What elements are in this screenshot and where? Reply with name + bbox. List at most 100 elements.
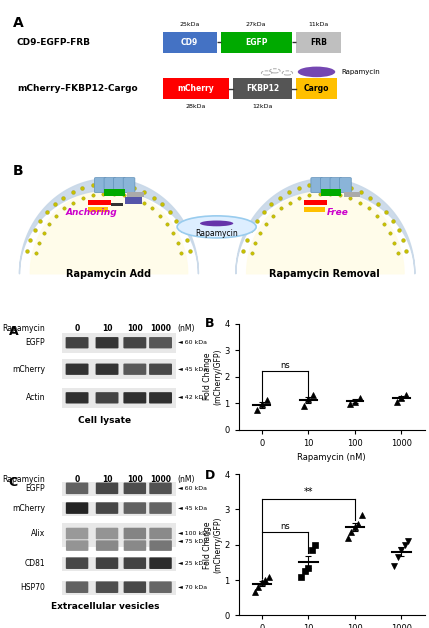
Text: FKBP12: FKBP12 xyxy=(246,84,279,94)
Text: B: B xyxy=(13,165,23,178)
FancyBboxPatch shape xyxy=(104,178,116,193)
FancyBboxPatch shape xyxy=(96,392,118,404)
FancyBboxPatch shape xyxy=(66,558,88,569)
Text: 1000: 1000 xyxy=(150,475,171,484)
Text: HSP70: HSP70 xyxy=(20,583,45,592)
Text: mCherry: mCherry xyxy=(12,365,45,374)
FancyBboxPatch shape xyxy=(124,337,146,349)
Text: 11kDa: 11kDa xyxy=(308,23,329,28)
FancyBboxPatch shape xyxy=(149,540,172,551)
Text: Rapamycin: Rapamycin xyxy=(341,69,380,75)
FancyBboxPatch shape xyxy=(66,392,88,404)
Text: CD81: CD81 xyxy=(24,559,45,568)
FancyBboxPatch shape xyxy=(96,528,118,539)
Text: 10: 10 xyxy=(102,325,112,333)
FancyBboxPatch shape xyxy=(149,582,172,593)
FancyBboxPatch shape xyxy=(66,502,88,514)
FancyBboxPatch shape xyxy=(233,78,292,99)
FancyBboxPatch shape xyxy=(124,502,146,514)
FancyBboxPatch shape xyxy=(62,482,175,496)
Text: 25kDa: 25kDa xyxy=(179,23,200,28)
Text: mCherry–FKBP12-Cargo: mCherry–FKBP12-Cargo xyxy=(17,84,138,94)
FancyBboxPatch shape xyxy=(96,482,118,494)
FancyBboxPatch shape xyxy=(62,387,175,408)
Text: EGFP: EGFP xyxy=(25,338,45,347)
FancyBboxPatch shape xyxy=(149,392,172,404)
Text: Rapamycin Removal: Rapamycin Removal xyxy=(269,269,380,279)
FancyBboxPatch shape xyxy=(88,207,109,212)
FancyBboxPatch shape xyxy=(124,582,146,593)
Text: 28kDa: 28kDa xyxy=(186,104,206,109)
FancyBboxPatch shape xyxy=(330,178,341,193)
X-axis label: Rapamycin (nM): Rapamycin (nM) xyxy=(297,453,366,462)
FancyBboxPatch shape xyxy=(344,192,360,197)
Ellipse shape xyxy=(200,220,233,226)
FancyBboxPatch shape xyxy=(124,392,146,404)
FancyBboxPatch shape xyxy=(304,207,325,212)
Text: ns: ns xyxy=(280,361,290,370)
Text: A: A xyxy=(9,325,18,338)
FancyBboxPatch shape xyxy=(66,364,88,375)
Text: Cargo: Cargo xyxy=(304,84,329,94)
Text: B: B xyxy=(205,317,214,330)
FancyBboxPatch shape xyxy=(96,540,118,551)
FancyBboxPatch shape xyxy=(149,528,172,539)
FancyBboxPatch shape xyxy=(124,364,146,375)
Text: 10: 10 xyxy=(102,475,112,484)
Y-axis label: Fold Change
(mCherry/GFP): Fold Change (mCherry/GFP) xyxy=(203,349,223,405)
FancyBboxPatch shape xyxy=(66,337,88,349)
FancyBboxPatch shape xyxy=(340,178,351,193)
FancyBboxPatch shape xyxy=(320,189,341,195)
FancyBboxPatch shape xyxy=(62,359,175,379)
Text: Anchoring: Anchoring xyxy=(66,208,118,217)
Text: mCherry: mCherry xyxy=(12,504,45,512)
Text: (nM): (nM) xyxy=(178,475,195,484)
FancyBboxPatch shape xyxy=(96,502,118,514)
Text: ns: ns xyxy=(280,522,290,531)
Text: D: D xyxy=(205,468,215,482)
FancyBboxPatch shape xyxy=(124,558,146,569)
FancyBboxPatch shape xyxy=(123,178,135,193)
FancyBboxPatch shape xyxy=(94,178,106,193)
Text: 1000: 1000 xyxy=(150,325,171,333)
FancyBboxPatch shape xyxy=(149,558,172,569)
Ellipse shape xyxy=(298,67,335,77)
FancyBboxPatch shape xyxy=(66,482,88,494)
FancyBboxPatch shape xyxy=(149,337,172,349)
FancyBboxPatch shape xyxy=(62,502,175,516)
FancyBboxPatch shape xyxy=(163,31,217,53)
Text: Cell lysate: Cell lysate xyxy=(79,416,131,425)
Text: CD9-EGFP-FRB: CD9-EGFP-FRB xyxy=(17,38,91,46)
Text: ◄ 45 kDa: ◄ 45 kDa xyxy=(178,506,207,511)
Text: ◄ 60 kDa: ◄ 60 kDa xyxy=(178,340,207,345)
FancyBboxPatch shape xyxy=(304,200,327,205)
Text: FRB: FRB xyxy=(310,38,327,46)
Text: **: ** xyxy=(304,487,313,497)
FancyBboxPatch shape xyxy=(96,582,118,593)
Text: ◄ 42 kDa: ◄ 42 kDa xyxy=(178,396,207,400)
FancyBboxPatch shape xyxy=(96,558,118,569)
FancyBboxPatch shape xyxy=(66,582,88,593)
FancyBboxPatch shape xyxy=(124,482,146,494)
Text: Rapamycin Add: Rapamycin Add xyxy=(66,269,151,279)
FancyBboxPatch shape xyxy=(111,203,123,206)
Text: Rapamycin: Rapamycin xyxy=(2,325,45,333)
FancyBboxPatch shape xyxy=(149,482,172,494)
FancyBboxPatch shape xyxy=(62,333,175,353)
Text: A: A xyxy=(13,16,24,30)
FancyBboxPatch shape xyxy=(127,192,144,197)
Text: ◄ 100 kDa: ◄ 100 kDa xyxy=(178,531,211,536)
FancyBboxPatch shape xyxy=(114,178,125,193)
Text: Alix: Alix xyxy=(31,529,45,538)
FancyBboxPatch shape xyxy=(66,540,88,551)
FancyBboxPatch shape xyxy=(320,178,332,193)
FancyBboxPatch shape xyxy=(88,200,111,205)
Text: 100: 100 xyxy=(127,325,143,333)
Text: mCherry: mCherry xyxy=(178,84,214,94)
Y-axis label: Fold Change
(mCherry/GFP): Fold Change (mCherry/GFP) xyxy=(203,517,223,573)
Text: ◄ 45 kDa: ◄ 45 kDa xyxy=(178,367,207,372)
FancyBboxPatch shape xyxy=(296,78,337,99)
Text: EGFP: EGFP xyxy=(25,484,45,493)
FancyBboxPatch shape xyxy=(62,522,175,547)
Circle shape xyxy=(177,216,256,238)
